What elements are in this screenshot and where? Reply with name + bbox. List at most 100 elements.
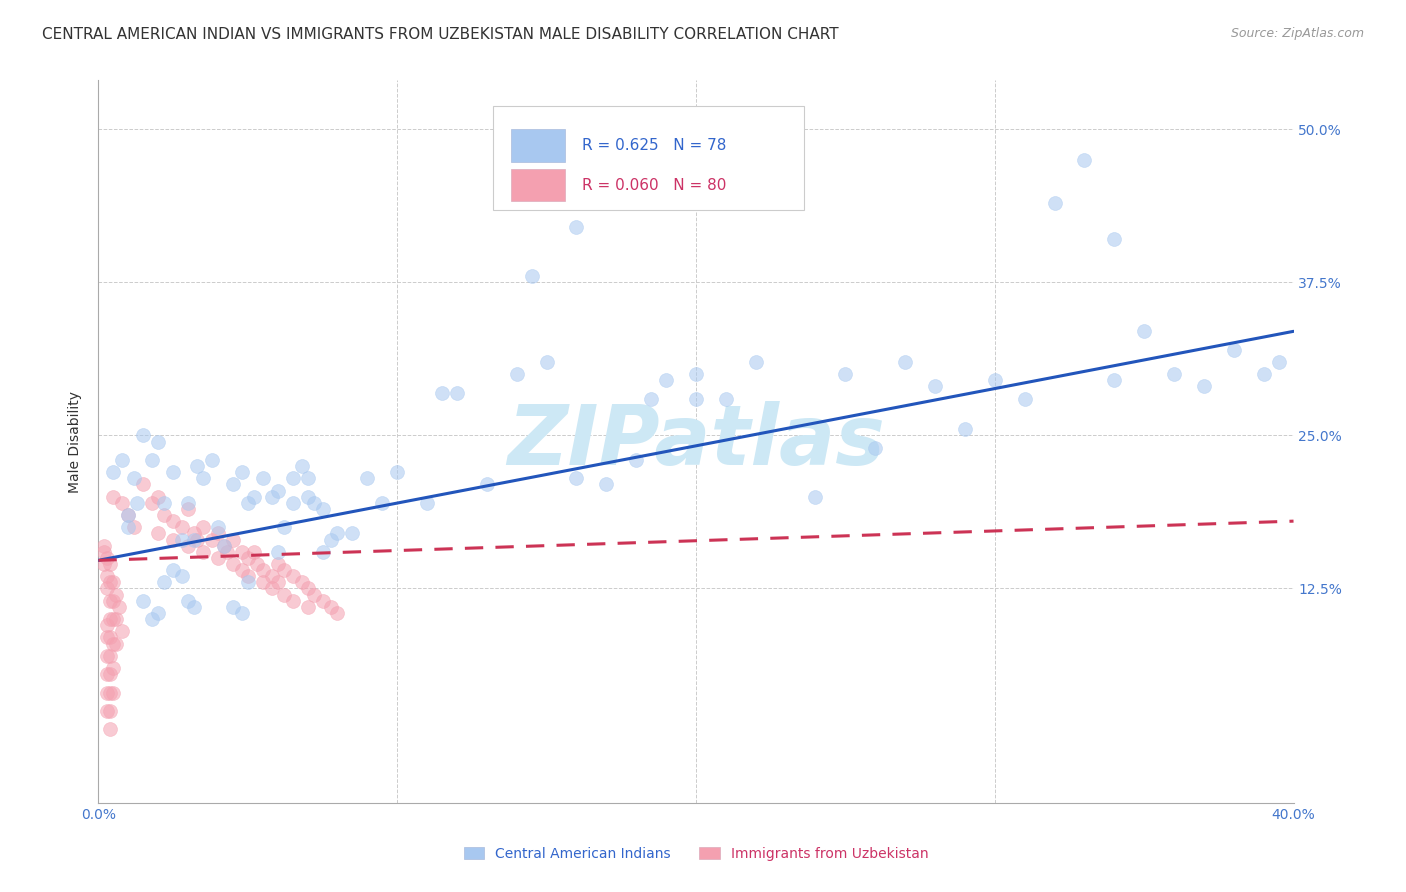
Point <box>297 599 319 614</box>
Point <box>148 434 170 449</box>
Point <box>148 490 170 504</box>
Point <box>172 533 194 547</box>
Point <box>430 385 453 400</box>
Point <box>93 557 115 571</box>
Point <box>111 453 134 467</box>
Point <box>311 502 333 516</box>
Point <box>446 385 468 400</box>
Point <box>565 471 588 485</box>
Point <box>297 471 319 485</box>
Point <box>475 477 498 491</box>
Point <box>98 612 122 626</box>
Point <box>297 582 319 596</box>
Point <box>222 557 245 571</box>
Point <box>291 458 314 473</box>
Point <box>105 637 128 651</box>
Point <box>1043 195 1066 210</box>
Point <box>186 458 208 473</box>
Point <box>984 373 1007 387</box>
Point <box>222 533 245 547</box>
Point <box>105 612 128 626</box>
Point <box>236 496 259 510</box>
Legend: Central American Indians, Immigrants from Uzbekistan: Central American Indians, Immigrants fro… <box>464 847 928 861</box>
Point <box>153 575 176 590</box>
Point <box>326 606 349 620</box>
Text: CENTRAL AMERICAN INDIAN VS IMMIGRANTS FROM UZBEKISTAN MALE DISABILITY CORRELATIO: CENTRAL AMERICAN INDIAN VS IMMIGRANTS FR… <box>42 27 839 42</box>
Point <box>1192 379 1215 393</box>
Point <box>93 545 115 559</box>
Point <box>124 471 146 485</box>
Point <box>153 508 176 522</box>
Y-axis label: Male Disability: Male Disability <box>69 391 83 492</box>
Point <box>132 593 155 607</box>
Point <box>117 520 139 534</box>
Point <box>186 533 208 547</box>
Point <box>655 373 678 387</box>
Point <box>626 453 648 467</box>
Point <box>640 392 662 406</box>
Point <box>267 575 290 590</box>
Point <box>281 569 304 583</box>
Point <box>148 606 170 620</box>
Point <box>236 569 259 583</box>
Point <box>745 355 768 369</box>
Point <box>243 490 266 504</box>
Point <box>127 496 149 510</box>
Bar <box>510 129 565 161</box>
Point <box>98 704 122 718</box>
Point <box>98 631 122 645</box>
Point <box>207 520 229 534</box>
Point <box>148 526 170 541</box>
Point <box>302 496 325 510</box>
Point <box>281 471 304 485</box>
Point <box>103 575 125 590</box>
Point <box>252 471 274 485</box>
Point <box>281 496 304 510</box>
Point <box>342 526 364 541</box>
Point <box>132 428 155 442</box>
Point <box>103 490 125 504</box>
Point <box>804 490 827 504</box>
Point <box>231 606 253 620</box>
Point <box>162 514 184 528</box>
Point <box>98 685 122 699</box>
Point <box>183 599 205 614</box>
Point <box>297 490 319 504</box>
Point <box>191 471 214 485</box>
Point <box>236 575 259 590</box>
Point <box>207 526 229 541</box>
Point <box>595 477 617 491</box>
Point <box>231 465 253 479</box>
Point <box>273 588 295 602</box>
Point <box>281 593 304 607</box>
Point <box>96 667 118 681</box>
Point <box>371 496 394 510</box>
Point <box>321 533 343 547</box>
Point <box>215 545 238 559</box>
FancyBboxPatch shape <box>494 105 804 211</box>
Point <box>98 575 122 590</box>
Point <box>103 661 125 675</box>
Point <box>177 502 200 516</box>
Point <box>103 593 125 607</box>
Point <box>108 599 131 614</box>
Point <box>111 496 134 510</box>
Point <box>1223 343 1246 357</box>
Point <box>267 557 290 571</box>
Point <box>177 496 200 510</box>
Point <box>124 520 146 534</box>
Point <box>98 667 122 681</box>
Point <box>105 588 128 602</box>
Point <box>191 520 214 534</box>
Point <box>177 593 200 607</box>
Point <box>267 545 290 559</box>
Point <box>103 612 125 626</box>
Point <box>96 582 118 596</box>
Point <box>132 477 155 491</box>
Point <box>1104 373 1126 387</box>
Point <box>117 508 139 522</box>
Point <box>172 520 194 534</box>
Point <box>98 648 122 663</box>
Bar <box>510 169 565 202</box>
Point <box>96 569 118 583</box>
